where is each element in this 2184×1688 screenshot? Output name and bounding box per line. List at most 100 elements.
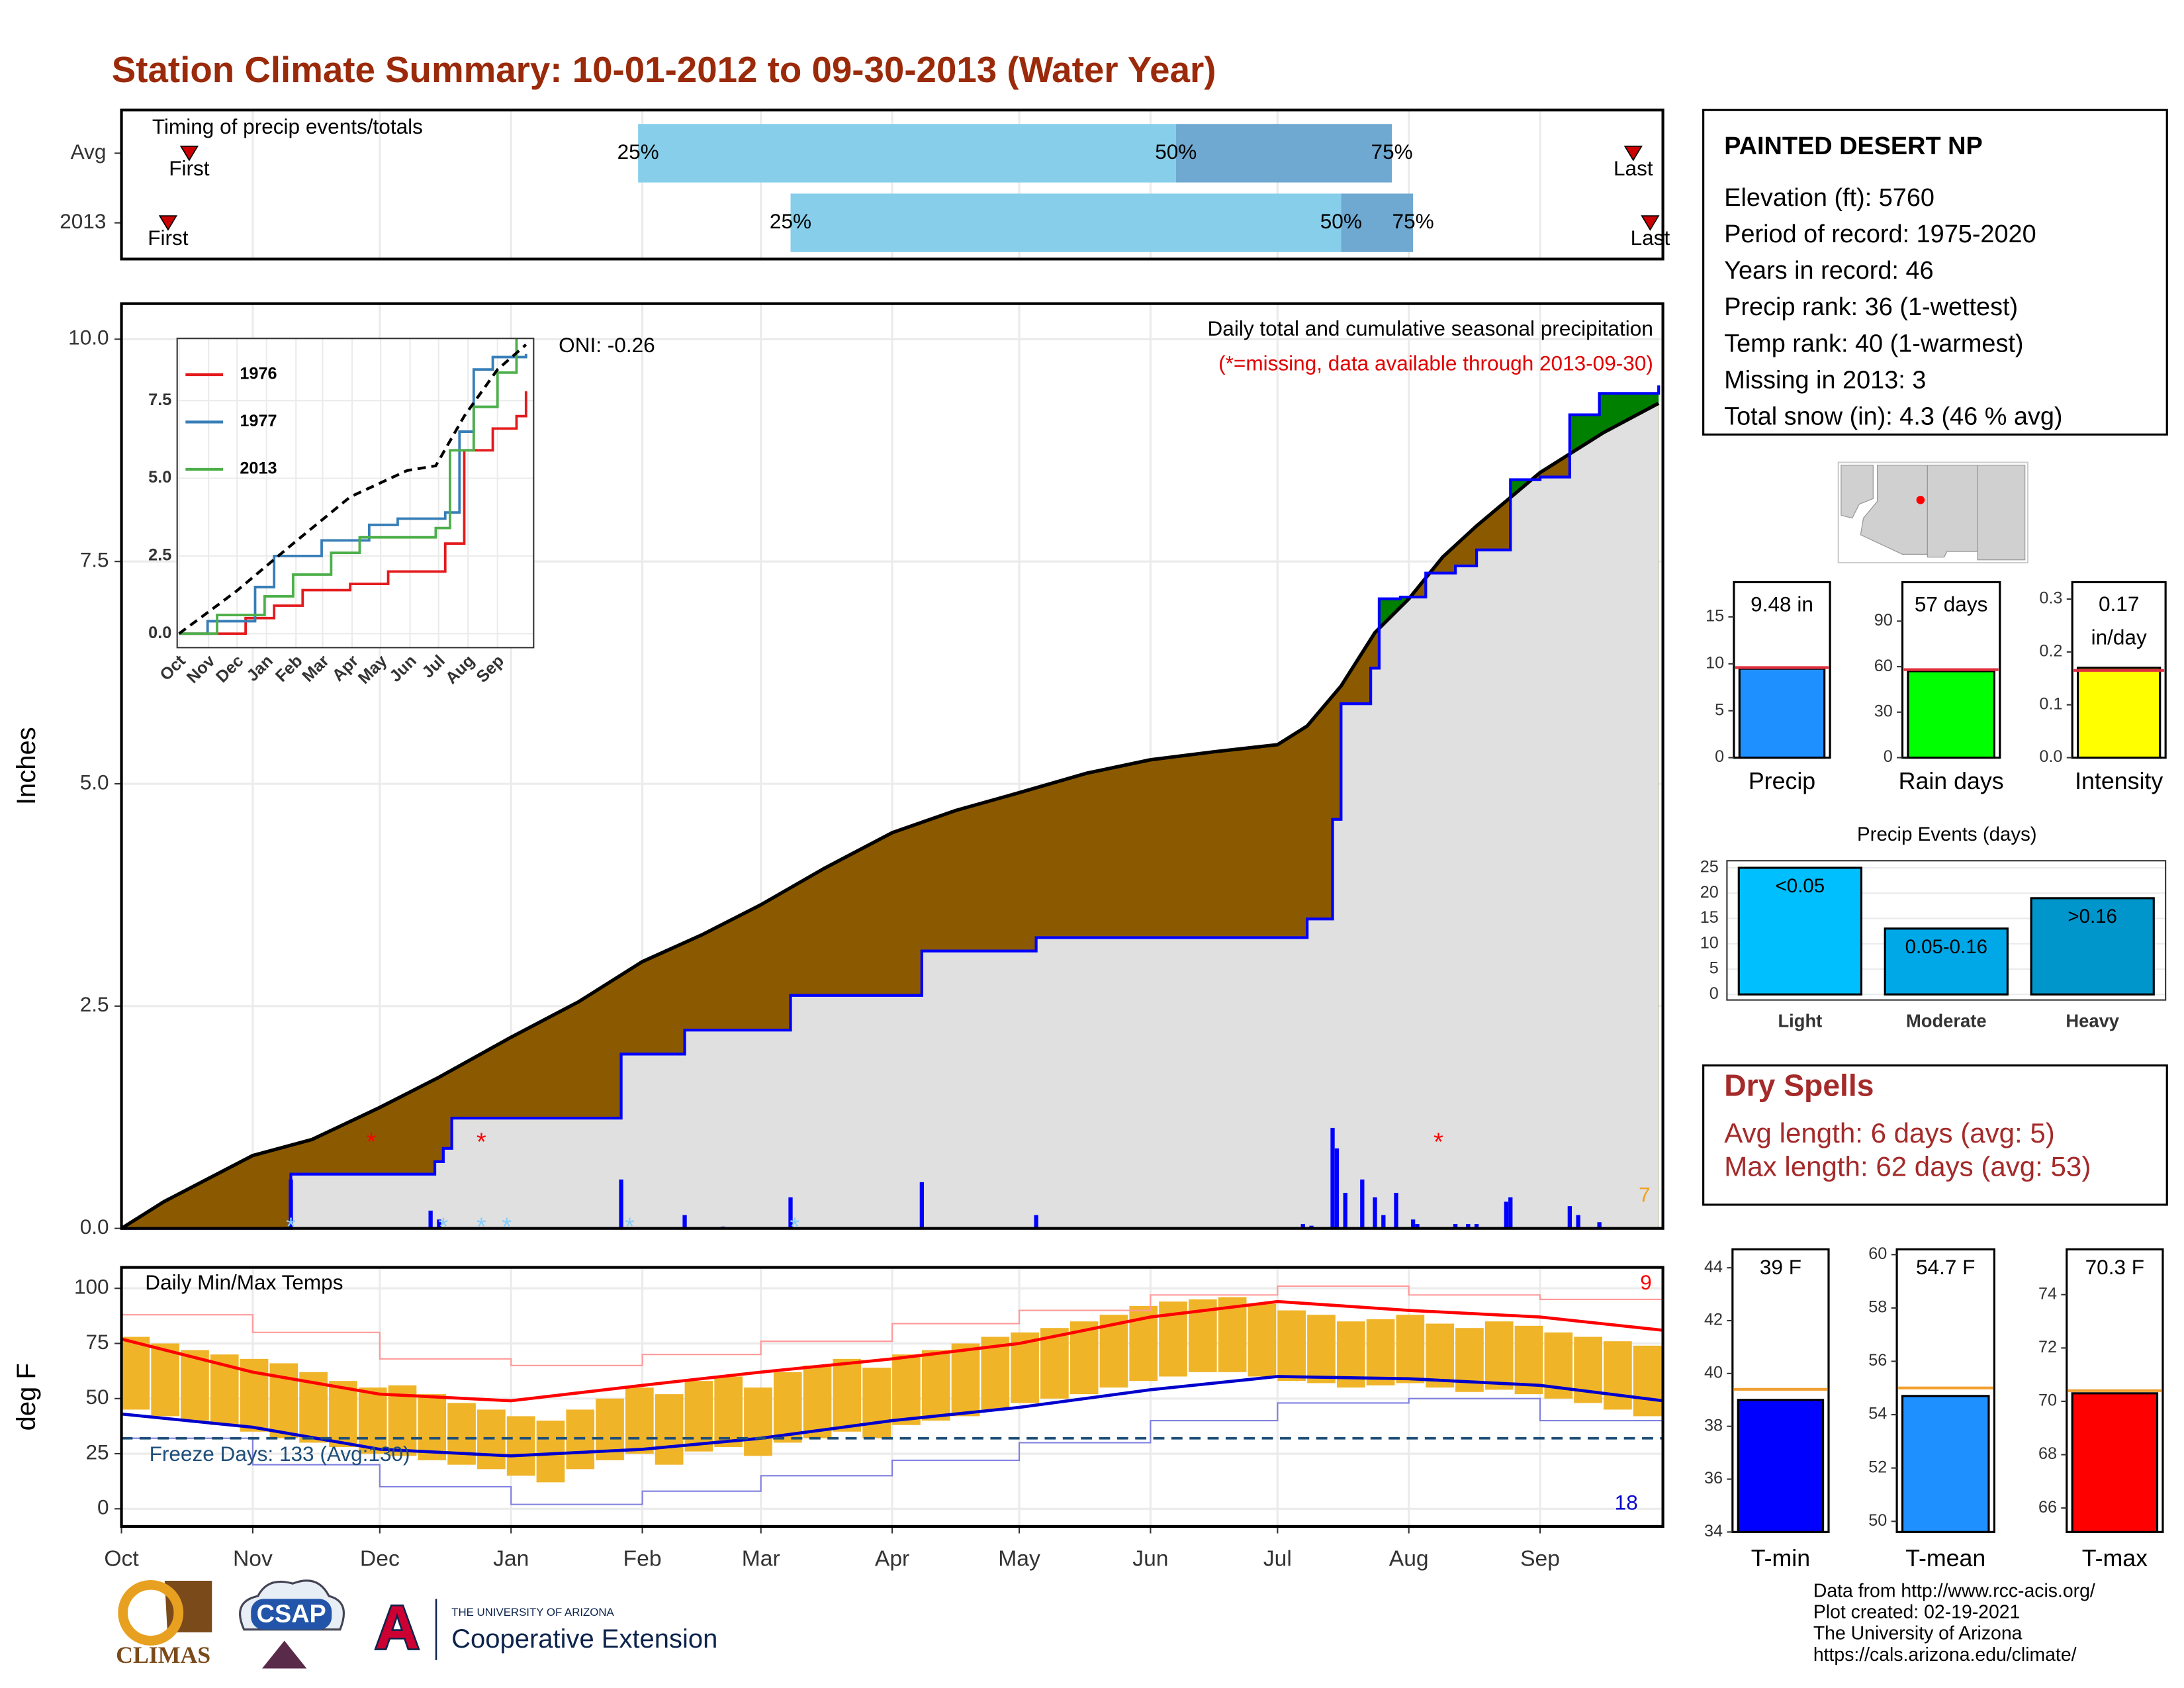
base-area	[121, 403, 1659, 1229]
percentile-label: 75%	[1392, 209, 1434, 233]
timing-bar-late	[1175, 124, 1392, 183]
x-tick-label: Jan	[493, 1546, 529, 1571]
climas-logo-sun	[118, 1579, 184, 1646]
value-label: 0.17 in/day	[2091, 592, 2147, 649]
summary-bar	[2077, 667, 2161, 759]
y-tick-label: 42	[1704, 1311, 1723, 1329]
map-state	[1927, 465, 1978, 558]
ua-logo-small: THE UNIVERSITY OF ARIZONA	[451, 1606, 614, 1618]
daily-bar	[1453, 1223, 1458, 1229]
dry-spells-line: Max length: 62 days (avg: 53)	[1724, 1150, 2091, 1182]
category-label: T-min	[1751, 1545, 1810, 1571]
timing-marker	[158, 215, 178, 231]
value-label: 9.48 in	[1751, 592, 1813, 616]
category-label: T-mean	[1905, 1545, 1985, 1571]
y-tick-label: 66	[2038, 1498, 2057, 1517]
temp-range-bar	[447, 1403, 476, 1465]
value-label: 70.3 F	[2085, 1255, 2144, 1279]
x-tick-label: Sep	[1520, 1546, 1560, 1571]
y-tick-label: 7.5	[148, 391, 171, 409]
y-tick-label: 52	[1868, 1458, 1887, 1476]
freeze-label: Freeze Days: 133 (Avg:130)	[150, 1442, 410, 1466]
x-tick-label: Nov	[233, 1546, 273, 1571]
daily-bar	[1334, 1148, 1340, 1229]
y-tick-label: 15	[1706, 607, 1724, 626]
events-title: Precip Events (days)	[1857, 823, 2037, 845]
category-label: Light	[1778, 1011, 1822, 1031]
category-label: Precip	[1749, 768, 1815, 794]
daily-bar	[1300, 1223, 1305, 1229]
daily-bar	[1394, 1192, 1398, 1229]
y-axis-label: Inches	[12, 727, 41, 805]
panel-border	[120, 302, 1664, 1230]
y-tick-label: 30	[1874, 702, 1893, 720]
y-tick-label: 38	[1704, 1416, 1723, 1434]
timing-marker	[1623, 146, 1643, 162]
daily-bar	[1597, 1222, 1602, 1229]
y-tick-label: 34	[1704, 1522, 1723, 1540]
value-label-line: in/day	[2091, 626, 2147, 649]
snow-marker: *	[502, 1213, 512, 1241]
row-label: 2013	[60, 209, 106, 233]
y-tick-label: 68	[2038, 1444, 2057, 1463]
y-tick-label: 7.5	[80, 548, 109, 572]
temp-range-bar	[951, 1343, 980, 1417]
station-box	[1702, 109, 2168, 436]
temp-range-bar	[803, 1365, 832, 1438]
daily-bar	[682, 1215, 687, 1229]
avg-max-line	[121, 1299, 1663, 1403]
oni-annotation: ONI: -0.26	[559, 333, 655, 357]
y-tick-label: 10.0	[68, 326, 109, 350]
daily-bar	[1330, 1127, 1335, 1229]
temp-range-bar	[655, 1394, 684, 1465]
temp-range-bar	[714, 1376, 743, 1448]
timing-bar-early	[790, 193, 1342, 252]
y-tick-label: 0.2	[2039, 642, 2062, 661]
timing-marker	[1641, 215, 1660, 231]
daily-bar	[619, 1179, 623, 1229]
panel-subtitle: (*=missing, data available through 2013-…	[1218, 352, 1653, 375]
snow-marker: *	[438, 1213, 448, 1241]
daily-bar	[1034, 1215, 1038, 1229]
temp-range-bar	[181, 1350, 209, 1421]
station-line: Total snow (in): 4.3 (46 % avg)	[1724, 403, 2062, 431]
x-tick-label: Aug	[1389, 1546, 1429, 1571]
y-tick-label: 5	[1709, 959, 1719, 978]
daily-bar	[1567, 1206, 1572, 1229]
daily-bar	[1343, 1192, 1347, 1229]
percentile-label: 50%	[1155, 140, 1197, 164]
temp-range-bar	[744, 1387, 772, 1456]
y-tick-label: 44	[1704, 1258, 1723, 1276]
percentile-label: 75%	[1371, 140, 1413, 164]
x-tick-label: May	[998, 1546, 1040, 1571]
bin-label: <0.05	[1776, 875, 1825, 897]
category-label: Rain days	[1899, 768, 2004, 794]
events-border	[1726, 860, 2167, 1001]
marker-label: First	[148, 226, 189, 250]
y-tick-label: 10	[1706, 653, 1724, 672]
y-tick-label: 0.0	[80, 1215, 109, 1239]
inset-line	[179, 391, 527, 635]
station-name: PAINTED DESERT NP	[1724, 132, 1983, 160]
x-tick-label: Dec	[360, 1546, 400, 1571]
count-low: 18	[1615, 1491, 1638, 1515]
y-tick-label: 25	[1700, 858, 1719, 876]
ua-logo-letter: A	[375, 1593, 420, 1662]
y-tick-label: 100	[74, 1275, 109, 1299]
temp-range-bar	[862, 1368, 891, 1438]
temp-range-bar	[1396, 1315, 1425, 1383]
bin-label: 0.05-0.16	[1905, 936, 1987, 958]
inset-line	[179, 353, 527, 635]
y-tick-label: 0	[1884, 747, 1893, 766]
summary-bar	[1738, 667, 1826, 759]
y-tick-label: 75	[86, 1330, 109, 1354]
timing-marker	[179, 146, 199, 162]
missing-marker: *	[477, 1129, 486, 1156]
temp-range-bar	[418, 1394, 447, 1461]
y-tick-label: 72	[2038, 1338, 2057, 1356]
temp-range-bar	[151, 1343, 180, 1417]
station-line: Temp rank: 40 (1-warmest)	[1724, 330, 2023, 357]
snow-marker: *	[790, 1213, 800, 1241]
marker-label: First	[169, 156, 210, 180]
y-tick-label: 50	[1868, 1511, 1887, 1530]
